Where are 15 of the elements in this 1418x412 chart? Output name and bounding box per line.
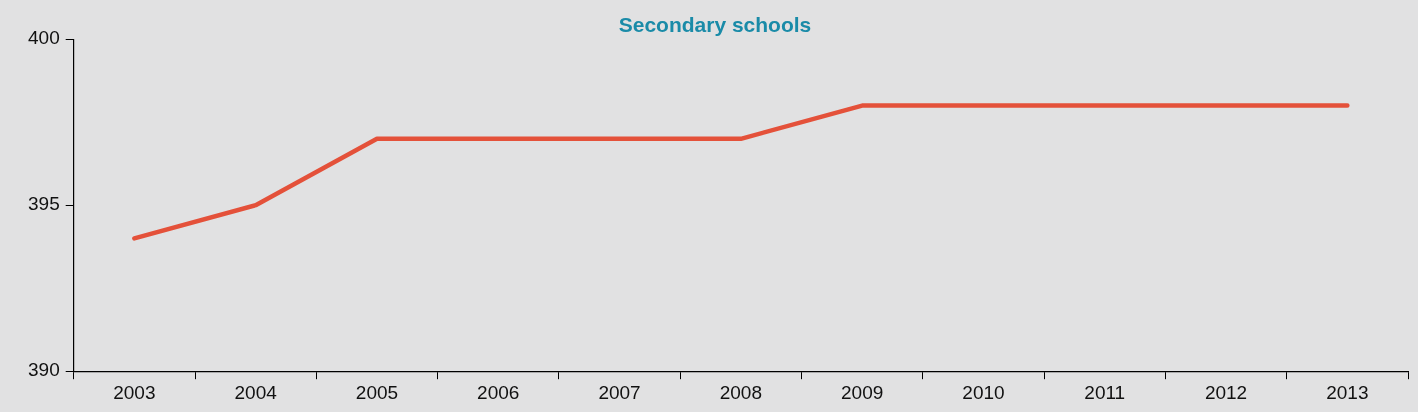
x-tick-label: 2011: [1084, 381, 1126, 403]
x-tick-label: 2004: [234, 381, 278, 403]
x-tick-label: 2009: [841, 381, 884, 403]
x-tick-label: 2005: [355, 381, 399, 403]
x-tick-label: 2006: [477, 381, 520, 403]
x-tick-label: 2007: [598, 381, 641, 403]
x-tick-label: 2013: [1326, 381, 1369, 403]
y-tick-label: 390: [28, 359, 60, 381]
chart-title: Secondary schools: [618, 13, 812, 37]
x-tick-label: 2008: [719, 381, 762, 403]
x-tick-label: 2012: [1204, 381, 1248, 403]
x-tick-label: 2003: [113, 381, 156, 403]
x-tick-label: 2010: [962, 381, 1005, 403]
y-tick-label: 395: [28, 193, 60, 215]
y-tick-label: 400: [28, 27, 60, 49]
